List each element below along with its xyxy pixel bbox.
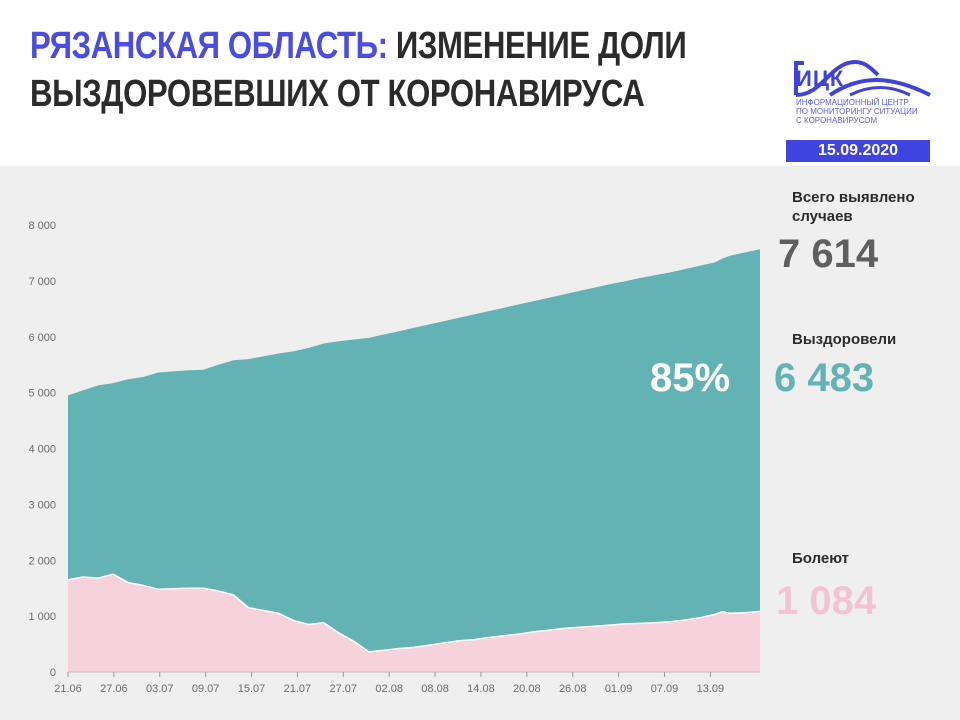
x-tick-label: 07.09 bbox=[651, 683, 679, 695]
header bbox=[0, 0, 960, 166]
title-line-1: Рязанская область: изменение доли bbox=[30, 22, 687, 70]
y-tick-label: 5 000 bbox=[28, 388, 56, 400]
y-tick-label: 1 000 bbox=[28, 611, 56, 623]
sick-label: Болеют bbox=[792, 550, 850, 567]
page-title: Рязанская область: изменение доли выздор… bbox=[30, 22, 687, 118]
x-tick-label: 09.07 bbox=[192, 683, 220, 695]
y-tick-label: 0 bbox=[50, 667, 56, 679]
x-tick-label: 26.08 bbox=[559, 683, 587, 695]
itsk-logo-icon bbox=[794, 60, 931, 97]
title-line-2: выздоровевших от коронавируса bbox=[30, 73, 645, 115]
logo-subtitle-line: с коронавирусом bbox=[796, 116, 878, 125]
title-region: Рязанская область: bbox=[30, 25, 388, 67]
logo-subtitle-line: по мониторингу ситуации bbox=[796, 107, 918, 116]
y-tick-label: 3 000 bbox=[28, 499, 56, 511]
logo-subtitle: Информационный центр по мониторингу ситу… bbox=[796, 98, 946, 125]
sick-value: 1 084 bbox=[776, 579, 877, 623]
y-tick-label: 2 000 bbox=[28, 555, 56, 567]
recovered-share: 85% bbox=[650, 356, 731, 400]
y-tick-label: 8 000 bbox=[28, 220, 56, 232]
x-tick-label: 27.06 bbox=[100, 683, 128, 695]
date-badge: 15.09.2020 bbox=[786, 140, 930, 162]
logo-name: ИЦК bbox=[796, 66, 845, 91]
recovered-value: 6 483 bbox=[774, 356, 875, 400]
x-tick-label: 21.07 bbox=[284, 683, 312, 695]
y-tick-label: 7 000 bbox=[28, 276, 56, 288]
x-tick-label: 08.08 bbox=[421, 683, 449, 695]
x-tick-label: 03.07 bbox=[146, 683, 174, 695]
recovered-area bbox=[68, 249, 760, 652]
x-tick-label: 15.07 bbox=[238, 683, 266, 695]
x-tick-label: 20.08 bbox=[513, 683, 541, 695]
x-tick-label: 01.09 bbox=[605, 683, 633, 695]
x-tick-label: 27.07 bbox=[330, 683, 358, 695]
total-value: 7 614 bbox=[778, 232, 879, 276]
sick-area bbox=[68, 574, 760, 672]
series-boundary-line bbox=[67, 573, 761, 653]
x-tick-label: 14.08 bbox=[467, 683, 495, 695]
title-rest: изменение доли bbox=[395, 25, 687, 67]
y-tick-label: 6 000 bbox=[28, 332, 56, 344]
x-tick-label: 21.06 bbox=[54, 683, 82, 695]
logo-subtitle-line: Информационный центр bbox=[796, 98, 909, 107]
recovered-label: Выздоровели bbox=[792, 331, 897, 348]
y-tick-label: 4 000 bbox=[28, 444, 56, 456]
x-tick-label: 13.09 bbox=[697, 683, 725, 695]
total-label: Всего выявлено случаев bbox=[792, 189, 915, 225]
x-tick-label: 02.08 bbox=[375, 683, 403, 695]
